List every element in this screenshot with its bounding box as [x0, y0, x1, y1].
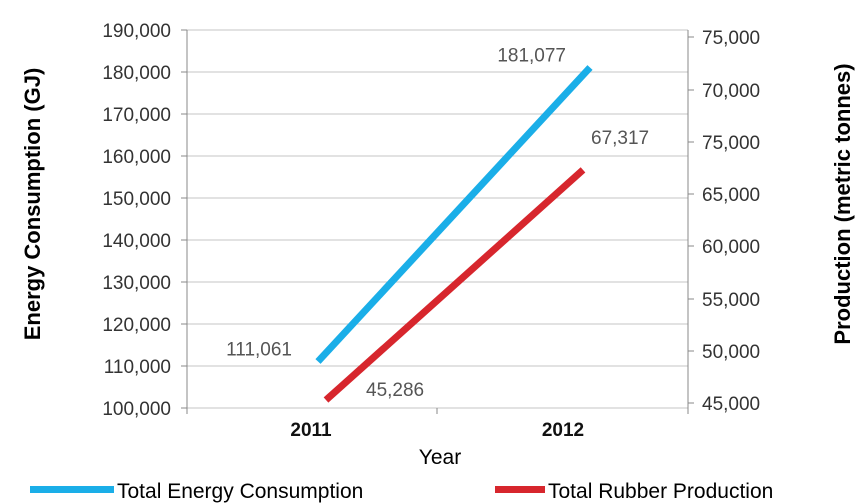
series-line-energy	[315, 65, 593, 364]
x-tick-label: 2011	[290, 420, 332, 441]
legend-swatch-rubber	[495, 486, 545, 493]
y2-axis-ticks: 45,000 50,000 55,000 60,000 65,000 75,000 70,0…	[688, 28, 760, 415]
y-tick-label: 130,000	[102, 273, 171, 294]
y-tick-label: 120,000	[102, 315, 171, 336]
legend-swatch-energy	[30, 486, 114, 493]
y2-tick-label: 75,000	[702, 28, 760, 49]
legend-label-rubber: Total Rubber Production	[548, 480, 773, 503]
series-line-rubber	[323, 167, 586, 403]
y-axis-title: Energy Consumption (GJ)	[20, 68, 45, 341]
data-label: 45,286	[366, 380, 424, 401]
y2-tick-label: 75,000	[702, 133, 760, 154]
y2-tick-label: 65,000	[702, 185, 760, 206]
x-axis-title: Year	[419, 446, 461, 469]
y2-tick-label: 55,000	[702, 290, 760, 311]
y2-axis-title: Production (metric tonnes)	[830, 63, 855, 344]
y2-tick-label: 60,000	[702, 237, 760, 258]
y-tick-label: 100,000	[102, 399, 171, 420]
y-tick-label: 170,000	[102, 105, 171, 126]
grid-lines	[187, 29, 688, 409]
data-labels: 111,061 181,077 45,286 67,317	[226, 45, 649, 401]
data-label: 181,077	[497, 45, 566, 66]
data-label: 67,317	[591, 128, 649, 149]
y-tick-label: 190,000	[102, 21, 171, 42]
series-lines	[315, 65, 593, 403]
legend-label-energy: Total Energy Consumption	[117, 480, 363, 503]
y-axis-ticks: 100,000 110,000 120,000 130,000 140,000 150,0…	[102, 21, 187, 420]
data-label: 111,061	[226, 340, 292, 361]
y-tick-label: 160,000	[102, 147, 171, 168]
y2-tick-label: 70,000	[702, 81, 760, 102]
y2-tick-label: 45,000	[702, 394, 760, 415]
y-tick-label: 110,000	[104, 357, 171, 378]
y-tick-label: 180,000	[102, 63, 171, 84]
y2-tick-label: 50,000	[702, 342, 760, 363]
legend: Total Energy Consumption Total Rubber Pr…	[30, 480, 773, 503]
x-axis-ticks: 2011 2012	[186, 408, 689, 441]
y-tick-label: 150,000	[102, 189, 171, 210]
x-tick-label: 2012	[542, 420, 584, 441]
y-tick-label: 140,000	[102, 231, 171, 252]
